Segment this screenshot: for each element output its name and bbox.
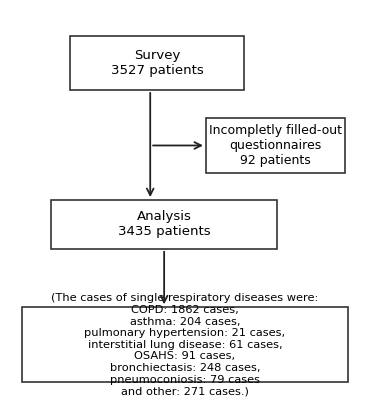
FancyBboxPatch shape bbox=[51, 200, 277, 249]
FancyBboxPatch shape bbox=[70, 36, 244, 90]
FancyBboxPatch shape bbox=[21, 307, 349, 382]
Text: Survey
3527 patients: Survey 3527 patients bbox=[111, 49, 204, 77]
Text: (The cases of single respiratory diseases were:
COPD: 1862 cases,
asthma: 204 ca: (The cases of single respiratory disease… bbox=[51, 293, 319, 396]
FancyBboxPatch shape bbox=[206, 118, 345, 173]
Text: Incompletly filled-out
questionnaires
92 patients: Incompletly filled-out questionnaires 92… bbox=[209, 124, 342, 167]
Text: Analysis
3435 patients: Analysis 3435 patients bbox=[118, 210, 211, 238]
